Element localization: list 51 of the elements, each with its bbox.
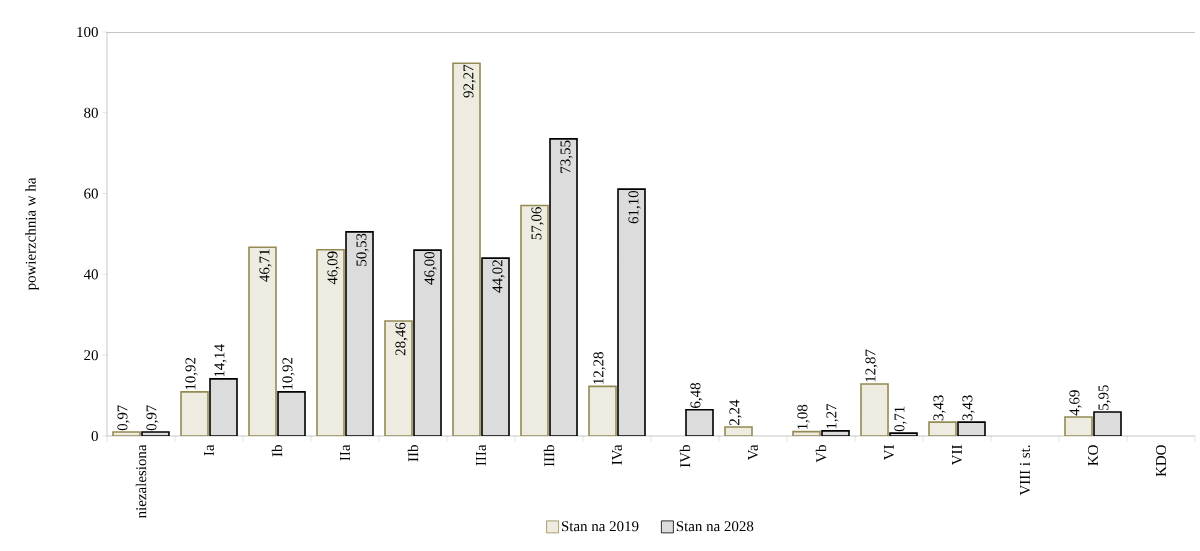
data-label: 44,02 <box>492 260 505 293</box>
y-tick-label: 40 <box>83 269 98 280</box>
data-label: 5,95 <box>1098 385 1111 410</box>
x-tick-label: Va <box>748 444 758 461</box>
x-tick-label: IIIb <box>543 445 555 467</box>
data-label: 1,27 <box>826 403 839 429</box>
y-tick-label: 80 <box>84 107 98 118</box>
data-label: 57,06 <box>531 207 544 240</box>
x-tick-label: IVb <box>679 445 691 468</box>
legend-label: Stan na 2028 <box>676 521 754 532</box>
x-tick-label: VI <box>884 445 894 461</box>
data-label: 10,92 <box>185 357 198 390</box>
data-label: 3,43 <box>933 395 946 421</box>
data-label: 1,08 <box>797 404 810 430</box>
x-tick-label: KDO <box>1155 445 1167 477</box>
x-tick-label: VIII i st. <box>1019 445 1031 496</box>
data-label: 6,48 <box>690 383 703 408</box>
x-tick-label: Ia <box>204 444 214 456</box>
data-label: 92,27 <box>463 64 476 98</box>
x-tick-label: IIIa <box>476 444 486 466</box>
x-tick-label: Ib <box>271 445 283 457</box>
data-label: 3,43 <box>962 395 975 421</box>
data-label: 0,71 <box>894 406 907 432</box>
data-label: 14,14 <box>214 344 227 377</box>
data-label: 12,28 <box>593 352 606 384</box>
data-label: 0,97 <box>117 405 130 431</box>
data-label: 12,87 <box>865 349 878 382</box>
data-label: 46,09 <box>327 251 340 285</box>
y-tick-label: 60 <box>84 188 98 199</box>
x-tick-label: Vb <box>815 445 827 463</box>
data-label: 2,24 <box>729 399 742 426</box>
x-tick-label: IIa <box>340 444 350 461</box>
legend-label: Stan na 2019 <box>561 521 639 532</box>
x-tick-label: VII <box>952 445 962 466</box>
data-label: 10,92 <box>282 357 295 390</box>
data-label: 50,53 <box>356 233 369 266</box>
data-label: 46,00 <box>424 251 437 285</box>
x-tick-label: IVa <box>612 444 622 465</box>
x-tick-label: KO <box>1087 445 1099 466</box>
data-label: 4,69 <box>1069 390 1082 416</box>
data-label: 73,55 <box>560 140 573 173</box>
data-label: 28,46 <box>395 322 408 356</box>
x-tick-label: niezalesiona <box>135 444 147 519</box>
y-tick-label: 0 <box>91 430 98 442</box>
y-tick-label: 20 <box>84 350 98 361</box>
y-axis-title: powierzchnia w ha <box>25 177 39 291</box>
data-label: 46,71 <box>259 249 272 282</box>
y-tick-label: 100 <box>77 26 98 38</box>
data-label: 0,97 <box>146 405 159 431</box>
x-tick-label: IIb <box>407 445 419 462</box>
data-label: 61,10 <box>628 190 641 224</box>
